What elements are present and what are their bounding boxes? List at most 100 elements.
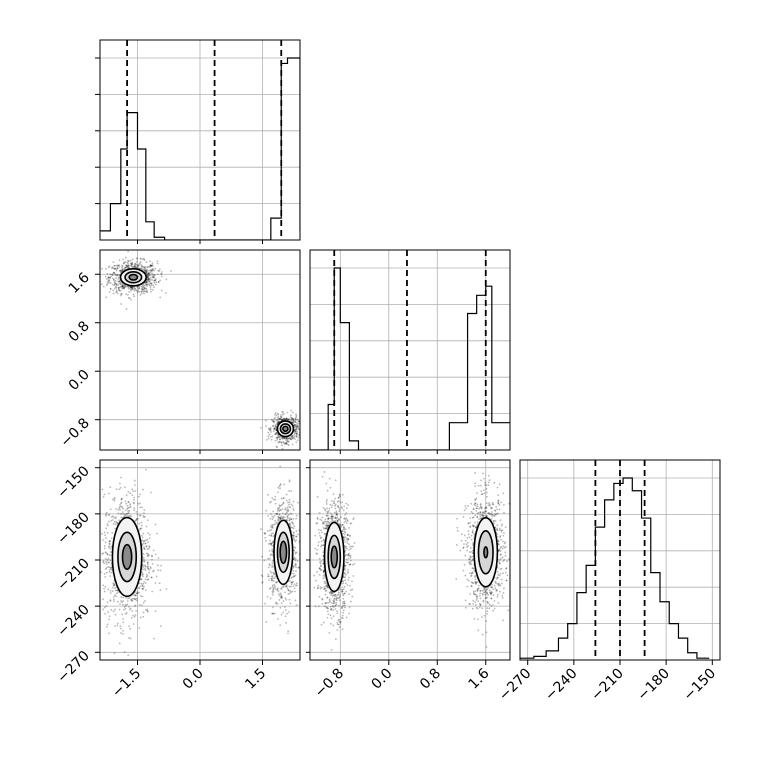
sample-point	[291, 505, 294, 507]
sample-point	[276, 446, 279, 449]
sample-point	[500, 553, 502, 556]
sample-point	[289, 437, 292, 440]
sample-point	[120, 632, 122, 634]
sample-point	[108, 276, 111, 279]
sample-point	[127, 597, 129, 600]
sample-point	[289, 438, 292, 440]
sample-point	[288, 418, 290, 421]
sample-point	[288, 436, 291, 439]
sample-point	[140, 521, 143, 524]
sample-point	[292, 421, 295, 424]
sample-point	[118, 289, 120, 292]
sample-point	[482, 599, 485, 602]
sample-point	[289, 590, 292, 592]
sample-point	[472, 525, 475, 527]
sample-point	[479, 590, 482, 592]
sample-point	[121, 265, 124, 268]
sample-point	[472, 559, 474, 562]
sample-point	[281, 503, 284, 506]
sample-point	[147, 565, 149, 568]
sample-point	[124, 607, 127, 610]
sample-point	[272, 571, 275, 574]
sample-point	[486, 588, 489, 591]
sample-point	[133, 295, 136, 298]
sample-point	[290, 435, 293, 438]
sample-point	[295, 413, 297, 416]
sample-point	[456, 529, 459, 532]
sample-point	[143, 509, 146, 511]
sample-point	[132, 614, 134, 617]
sample-point	[292, 537, 295, 540]
sample-point	[143, 289, 146, 292]
histogram-step	[520, 477, 710, 659]
sample-point	[129, 286, 131, 288]
sample-point	[342, 597, 345, 600]
sample-point	[268, 433, 271, 436]
sample-point	[277, 515, 280, 518]
sample-point	[144, 542, 147, 545]
sample-point	[296, 433, 299, 435]
sample-point	[294, 564, 297, 567]
sample-point	[290, 435, 293, 438]
sample-point	[497, 494, 500, 497]
sample-point	[118, 259, 121, 262]
sample-point	[145, 261, 148, 264]
density-panel-1-2	[310, 460, 510, 660]
sample-point	[125, 604, 127, 607]
sample-point	[336, 597, 338, 599]
sample-point	[109, 592, 112, 594]
sample-point	[502, 619, 504, 622]
sample-point	[301, 529, 303, 531]
sample-point	[335, 513, 338, 516]
sample-point	[119, 283, 122, 286]
sample-point	[331, 517, 334, 520]
sample-point	[272, 424, 275, 427]
sample-point	[286, 515, 289, 518]
sample-point	[137, 495, 140, 498]
sample-point	[328, 521, 331, 524]
sample-point	[134, 489, 137, 492]
sample-point	[352, 575, 355, 577]
sample-point	[316, 516, 319, 519]
sample-point	[139, 261, 142, 263]
sample-point	[149, 567, 152, 570]
sample-point	[347, 554, 350, 557]
contour-line	[327, 534, 342, 580]
sample-point	[130, 598, 133, 601]
sample-point	[134, 594, 136, 597]
sample-point	[320, 531, 323, 534]
sample-point	[124, 284, 126, 287]
sample-point	[284, 609, 287, 611]
sample-point	[131, 286, 134, 288]
sample-point	[324, 589, 327, 592]
sample-point	[118, 507, 121, 510]
sample-point	[142, 266, 145, 269]
sample-point	[271, 579, 274, 582]
sample-point	[292, 419, 294, 421]
sample-point	[144, 290, 147, 293]
sample-point	[481, 513, 484, 516]
sample-point	[335, 513, 338, 516]
sample-point	[133, 498, 135, 501]
sample-point	[319, 537, 322, 540]
sample-point	[280, 597, 283, 600]
sample-point	[279, 509, 282, 511]
sample-point	[289, 602, 292, 605]
sample-point	[126, 507, 129, 510]
sample-point	[276, 423, 279, 425]
sample-point	[346, 520, 349, 522]
sample-point	[472, 600, 475, 602]
sample-point	[328, 522, 331, 525]
sample-point	[291, 526, 294, 529]
sample-point	[117, 600, 119, 603]
sample-point	[93, 599, 95, 601]
sample-point	[302, 567, 304, 569]
sample-point	[132, 293, 135, 296]
sample-point	[483, 492, 486, 495]
sample-point	[277, 516, 280, 519]
sample-point	[493, 519, 495, 522]
sample-point	[347, 553, 350, 555]
sample-point	[343, 592, 346, 595]
sample-point	[272, 510, 275, 513]
sample-point	[504, 541, 507, 544]
